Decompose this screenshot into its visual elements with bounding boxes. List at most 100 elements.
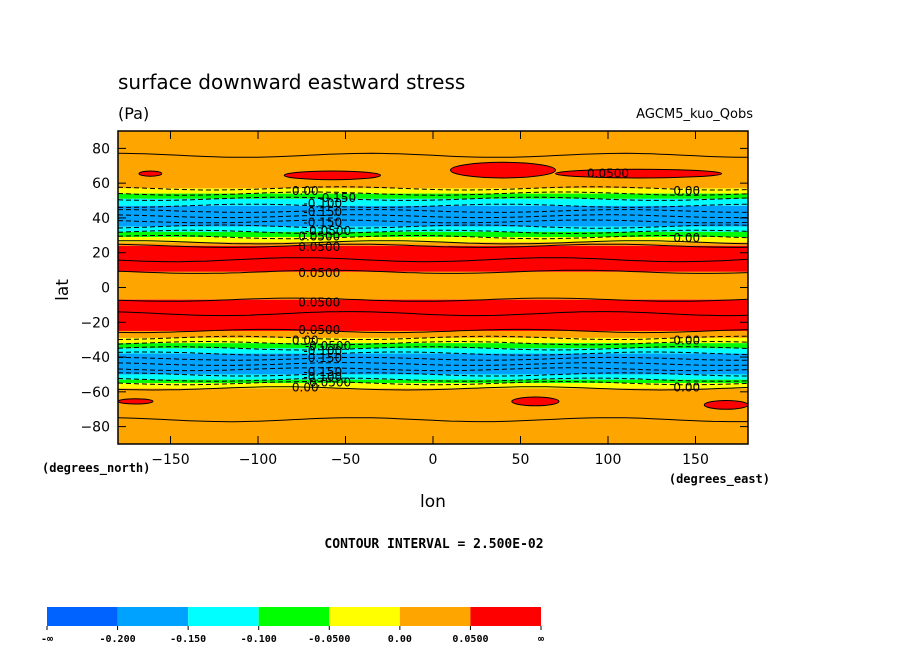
colorbar-swatch	[470, 607, 541, 626]
band-1	[118, 188, 748, 194]
contour-label: 0.0500	[298, 229, 340, 243]
colorbar-label: 0.0500	[452, 634, 488, 645]
y-tick-label: 80	[92, 141, 110, 157]
x-tick-label: 50	[512, 452, 530, 468]
y-axis-label: lat	[53, 279, 73, 301]
x-tick-label: −100	[239, 452, 277, 468]
y-units-label: (degrees_north)	[42, 461, 150, 476]
contour-label: 0.0500	[298, 266, 340, 280]
patch-3	[555, 168, 723, 179]
contour-label: 0.00	[673, 334, 700, 348]
band-15	[118, 348, 748, 354]
contour-line-pos-2	[117, 311, 749, 317]
band-3	[118, 198, 748, 206]
band-7	[118, 237, 748, 243]
band-12	[118, 330, 748, 338]
dataset-label: AGCM5_kuo_Qobs	[636, 107, 753, 122]
contour-label: 0.00	[292, 184, 319, 198]
band-0	[118, 131, 748, 189]
band-17	[118, 374, 748, 380]
y-tick-label: 60	[92, 176, 110, 192]
contour-label: 0.0500	[298, 323, 340, 337]
colorbar-label: -0.0500	[308, 634, 350, 645]
patch-1	[283, 170, 381, 181]
band-5	[118, 226, 748, 232]
colorbar-swatch	[188, 607, 259, 626]
contour-line-18	[117, 377, 749, 382]
contour-line-3	[117, 196, 749, 201]
y-axis: 80 60 40 20 0 −20 −40 −60 −80	[80, 141, 748, 436]
band-20	[118, 388, 748, 444]
plot-area: 0.05000.00-0.150-0.100-0.150-0.150-0.050…	[117, 130, 749, 445]
contour-line-20	[117, 386, 749, 391]
contour-label: 0.0500	[298, 240, 340, 254]
contour-label: 0.00	[292, 334, 319, 348]
contour-label: 0.0500	[587, 167, 629, 181]
contour-line-5	[117, 224, 749, 229]
patch-2	[450, 161, 556, 179]
contour-label: -0.150	[303, 205, 342, 219]
y-tick-label: 20	[92, 246, 110, 262]
x-tick-label: 0	[429, 452, 438, 468]
x-axis-label: lon	[420, 492, 446, 512]
contour-label: 0.00	[673, 381, 700, 395]
y-tick-label: −20	[80, 315, 110, 331]
contour-label: -0.0500	[305, 375, 351, 389]
contour-line-inner-3	[117, 356, 748, 361]
contour-line-7	[117, 235, 749, 240]
colorbar-swatch	[399, 607, 471, 626]
contour-line-16	[117, 351, 749, 356]
band-19	[118, 383, 748, 389]
contour-line-inner-1	[117, 214, 749, 219]
contour-line-17	[117, 372, 748, 377]
band-6	[118, 231, 748, 238]
contour-label: 0.0500	[298, 295, 340, 309]
contour-patches	[117, 161, 749, 410]
contour-label: -0.100	[303, 196, 342, 210]
contour-line-pos-3	[117, 417, 748, 423]
colorbar-swatch	[47, 607, 118, 626]
patch-4	[117, 398, 154, 405]
x-tick-label: 100	[595, 452, 622, 468]
patch-0	[138, 170, 163, 177]
contour-label: 0.00	[673, 231, 700, 245]
contour-line-14	[117, 340, 749, 346]
contour-line-9	[117, 243, 749, 248]
contour-line-10	[117, 269, 749, 274]
band-14	[118, 343, 748, 349]
contour-line-pos-0	[117, 152, 748, 158]
patch-5	[511, 396, 560, 407]
x-tick-label: −150	[151, 452, 189, 468]
contour-line-pos-1	[117, 257, 749, 263]
colorbar-swatch	[117, 607, 189, 626]
y-tick-label: 0	[101, 281, 110, 297]
x-tick-label: −50	[331, 452, 361, 468]
colorbar-label: -0.200	[100, 634, 136, 645]
colorbar: -∞ -0.200 -0.150 -0.100 -0.0500 0.00 0.0500 ∞	[41, 607, 544, 645]
contour-label: -0.0500	[305, 224, 351, 238]
contour-line-inner-4	[117, 362, 749, 366]
band-16	[118, 353, 748, 375]
band-13	[118, 337, 748, 344]
x-tick-label: 150	[682, 452, 709, 468]
colorbar-label: 0.00	[388, 634, 412, 645]
contour-label: -0.150	[303, 365, 342, 379]
colorbar-label: -0.150	[170, 634, 206, 645]
x-axis: −150 −100 −50 0 50 100 150	[151, 131, 709, 468]
colorbar-swatch	[258, 607, 330, 626]
contour-line-inner-0	[118, 209, 749, 213]
contour-label: -0.150	[303, 351, 342, 365]
contour-label: -0.150	[303, 215, 342, 229]
colorbar-label: -∞	[41, 634, 53, 645]
contour-line-15	[117, 346, 749, 351]
contour-label: -0.150	[317, 191, 356, 205]
colorbar-label: ∞	[538, 634, 544, 645]
contour-line-6	[117, 229, 749, 235]
y-tick-label: −40	[80, 350, 110, 366]
contour-label: -0.100	[303, 344, 342, 358]
y-tick-label: −80	[80, 420, 110, 436]
contour-label: -0.100	[303, 370, 342, 384]
y-tick-label: 40	[92, 211, 110, 227]
contour-line-1	[117, 186, 749, 191]
